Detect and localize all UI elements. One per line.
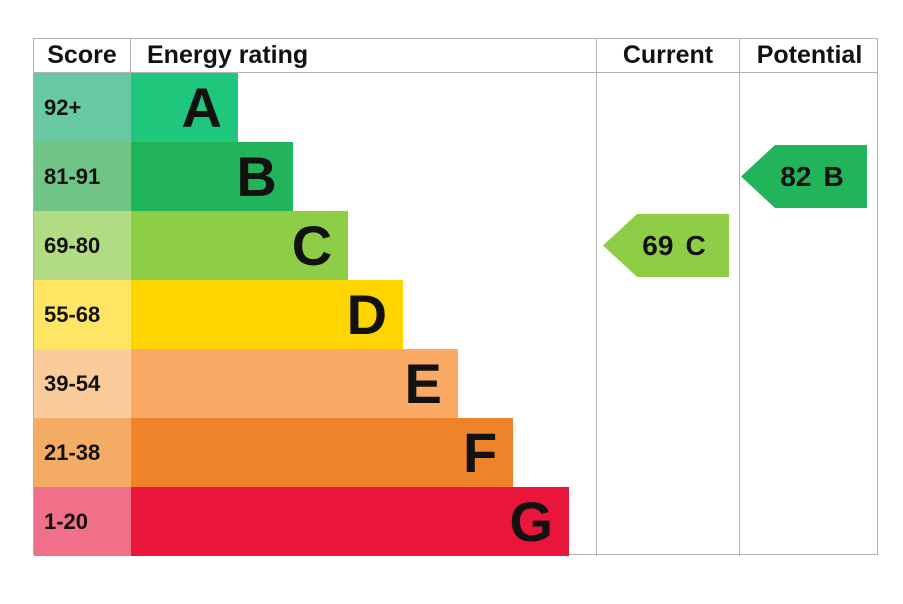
- header-row: Score Energy rating Current Potential: [34, 39, 877, 73]
- current-cell-e: [596, 349, 739, 418]
- potential-value: 82: [780, 160, 812, 192]
- band-bar-f: F: [131, 418, 514, 487]
- band-row-f: 21-38 F: [34, 418, 877, 487]
- score-range-f: 21-38: [34, 418, 131, 487]
- potential-cell-b: 82 B: [739, 142, 879, 211]
- current-value: 69: [642, 229, 674, 261]
- band-letter-a: A: [181, 75, 222, 139]
- current-band: C: [685, 229, 706, 261]
- potential-cell-g: [739, 487, 879, 556]
- band-letter-b: B: [236, 144, 277, 208]
- score-range-g: 1-20: [34, 487, 131, 556]
- band-row-c: 69-80 C 69 C: [34, 211, 877, 280]
- current-cell-a: [596, 73, 739, 142]
- current-cell-f: [596, 418, 739, 487]
- band-bar-a: A: [131, 73, 238, 142]
- potential-cell-e: [739, 349, 879, 418]
- current-cell-c: 69 C: [596, 211, 739, 280]
- band-letter-f: F: [463, 420, 498, 484]
- band-letter-d: D: [346, 282, 388, 346]
- score-range-b: 81-91: [34, 142, 131, 211]
- potential-cell-a: [739, 73, 879, 142]
- current-cell-g: [596, 487, 739, 556]
- current-cell-d: [596, 280, 739, 349]
- potential-rating-arrow: 82 B: [741, 145, 867, 208]
- score-range-e: 39-54: [34, 349, 131, 418]
- score-range-d: 55-68: [34, 280, 131, 349]
- current-cell-b: [596, 142, 739, 211]
- score-range-a: 92+: [34, 73, 131, 142]
- potential-cell-c: [739, 211, 879, 280]
- potential-band: B: [823, 160, 844, 192]
- current-rating-arrow: 69 C: [603, 214, 729, 277]
- epc-rating-chart: Score Energy rating Current Potential 92…: [33, 38, 878, 556]
- band-row-e: 39-54 E: [34, 349, 877, 418]
- band-bar-d: D: [131, 280, 404, 349]
- potential-cell-d: [739, 280, 879, 349]
- score-range-c: 69-80: [34, 211, 131, 280]
- header-current: Current: [596, 39, 739, 72]
- band-bar-b: B: [131, 142, 293, 211]
- header-potential: Potential: [739, 39, 879, 72]
- band-row-g: 1-20 G: [34, 487, 877, 556]
- band-bar-g: G: [131, 487, 570, 556]
- band-row-a: 92+ A: [34, 73, 877, 142]
- potential-cell-f: [739, 418, 879, 487]
- header-score: Score: [34, 39, 131, 72]
- band-letter-g: G: [509, 489, 554, 553]
- band-bar-e: E: [131, 349, 458, 418]
- band-letter-c: C: [291, 213, 333, 277]
- band-row-b: 81-91 B 82 B: [34, 142, 877, 211]
- band-letter-e: E: [404, 351, 442, 415]
- header-energy-rating: Energy rating: [147, 41, 309, 69]
- band-row-d: 55-68 D: [34, 280, 877, 349]
- band-bar-c: C: [131, 211, 349, 280]
